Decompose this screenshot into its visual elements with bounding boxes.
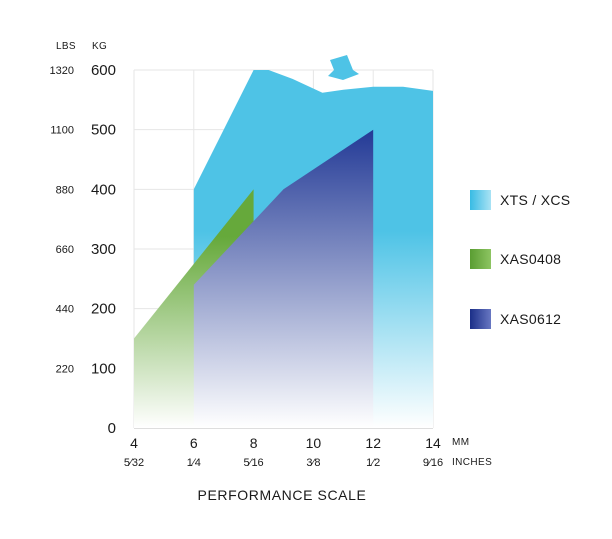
x-unit-mm: MM [452,437,469,448]
y-tick-label-kg: 600 [91,62,116,79]
x-tick-label-mm: 4 [130,435,138,451]
x-unit-inches: INCHES [452,457,492,468]
y-tick-label-lbs: 220 [56,363,74,375]
y-unit-kg: KG [92,41,107,52]
y-axis-ticks: 0 100 220 200 440 300 660 400 880 500 1100 600 1320 [50,62,116,437]
y-tick-label-kg: 100 [91,360,116,377]
x-tick-label-inch: 1⁄4 [187,457,201,469]
y-tick-label-lbs: 1100 [50,125,74,137]
x-axis-title: PERFORMANCE SCALE [198,487,367,503]
x-tick-label-inch: 5⁄16 [243,457,263,469]
legend-label-xas0408: XAS0408 [500,251,561,267]
legend-swatch-xas0408 [470,249,491,269]
y-tick-label-kg: 300 [91,241,116,258]
y-tick-label-lbs: 880 [56,184,74,196]
x-tick-label-inch: 5⁄32 [124,457,144,469]
x-tick-label-mm: 10 [306,435,322,451]
x-tick-label-inch: 3⁄8 [306,457,320,469]
legend: XTS / XCS XAS0408 XAS0612 [470,190,570,329]
y-unit-lbs: LBS [56,41,76,52]
legend-label-xts-xcs: XTS / XCS [500,192,570,208]
arrow-icon [328,55,359,80]
x-tick-label-mm: 12 [365,435,381,451]
legend-swatch-xas0612 [470,309,491,329]
y-tick-label-kg: 400 [91,181,116,198]
legend-swatch-xts-xcs [470,190,491,210]
x-tick-label-mm: 14 [425,435,441,451]
plot-area [134,70,433,428]
x-tick-label-inch: 1⁄2 [366,457,380,469]
y-tick-label-lbs: 1320 [50,65,74,77]
area-xas0612 [193,129,374,428]
x-axis-ticks: 4 5⁄32 6 1⁄4 8 5⁄16 10 3⁄8 12 1⁄2 14 9⁄16 [124,435,443,469]
y-tick-label-kg: 200 [91,301,116,318]
y-tick-label-kg: 0 [108,420,116,437]
y-tick-label-kg: 500 [91,122,116,139]
y-tick-label-lbs: 440 [56,304,74,316]
x-tick-label-mm: 6 [190,435,198,451]
legend-label-xas0612: XAS0612 [500,311,561,327]
x-tick-label-mm: 8 [250,435,258,451]
y-tick-label-lbs: 660 [56,244,74,256]
x-tick-label-inch: 9⁄16 [423,457,443,469]
